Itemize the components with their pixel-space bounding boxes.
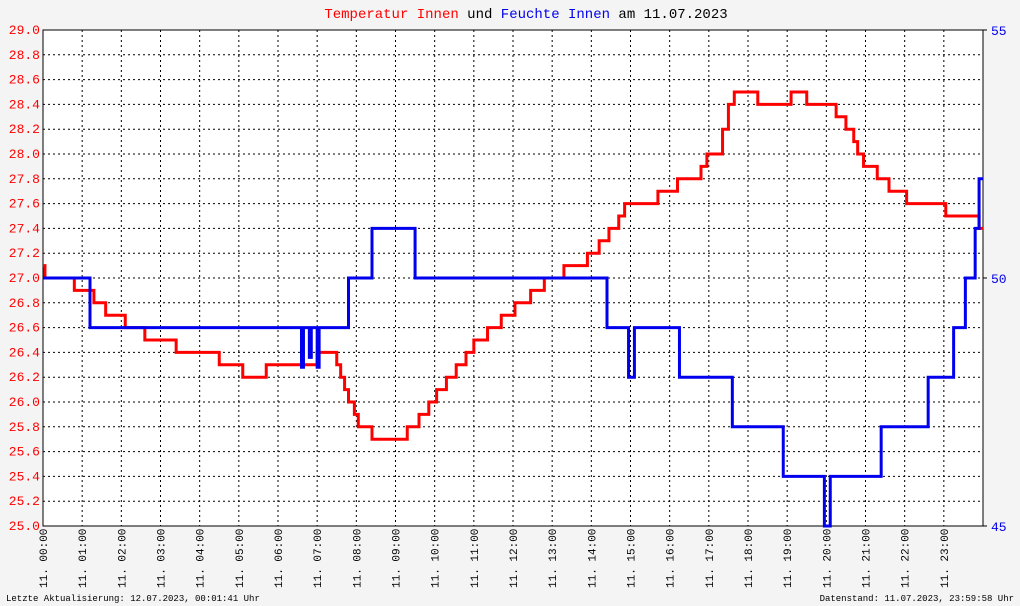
y-tick-label: 26.6 (9, 321, 40, 336)
x-tick-label: 11. 07:00 (313, 529, 325, 588)
y2-tick-label: 55 (991, 24, 1007, 39)
y-tick-label: 27.0 (9, 271, 40, 286)
x-tick-label: 11. 11:00 (470, 529, 482, 588)
x-tick-label: 11. 08:00 (352, 529, 364, 588)
y-tick-label: 25.0 (9, 519, 40, 534)
x-tick-label: 11. 23:00 (940, 529, 952, 588)
x-tick-label: 11. 01:00 (78, 529, 90, 588)
y-tick-label: 25.8 (9, 420, 40, 435)
x-tick-label: 11. 20:00 (822, 529, 834, 588)
y-tick-label: 27.6 (9, 197, 40, 212)
footer-right: Datenstand: 11.07.2023, 23:59:58 Uhr (820, 594, 1014, 604)
y-tick-label: 26.2 (9, 370, 40, 385)
y-tick-label: 28.0 (9, 147, 40, 162)
x-tick-label: 11. 02:00 (117, 529, 129, 588)
x-tick-label: 11. 15:00 (627, 529, 639, 588)
data-line (43, 177, 983, 528)
x-tick-label: 11. 05:00 (235, 529, 247, 588)
title-series-1: Temperatur Innen (324, 7, 458, 23)
x-tick-label: 11. 04:00 (196, 529, 208, 588)
x-tick-label: 11. 18:00 (744, 529, 756, 588)
data-line (43, 90, 983, 441)
y-tick-label: 26.8 (9, 296, 40, 311)
y-tick-label: 25.6 (9, 445, 40, 460)
y-tick-label: 25.2 (9, 494, 40, 509)
x-tick-label: 11. 12:00 (509, 529, 521, 588)
y-tick-label: 28.8 (9, 48, 40, 63)
y-tick-label: 28.2 (9, 122, 40, 137)
y-tick-label: 27.8 (9, 172, 40, 187)
y-tick-label: 26.0 (9, 395, 40, 410)
y-tick-label: 26.4 (9, 345, 40, 360)
y-tick-label: 25.4 (9, 469, 40, 484)
x-tick-label: 11. 03:00 (157, 529, 169, 588)
y-tick-label: 28.4 (9, 97, 40, 112)
x-tick-label: 11. 13:00 (548, 529, 560, 588)
x-tick-label: 11. 16:00 (666, 529, 678, 588)
title-connector: und (467, 7, 492, 23)
x-tick-label: 11. 00:00 (39, 529, 51, 588)
x-tick-label: 11. 22:00 (901, 529, 913, 588)
x-tick-label: 11. 19:00 (783, 529, 795, 588)
y-tick-label: 28.6 (9, 73, 40, 88)
chart-title: Temperatur Innen und Feuchte Innen am 11… (324, 7, 727, 23)
y2-tick-label: 50 (991, 272, 1007, 287)
x-tick-label: 11. 21:00 (862, 529, 874, 588)
x-tick-label: 11. 10:00 (431, 529, 443, 588)
y-tick-label: 27.4 (9, 221, 40, 236)
title-series-2: Feuchte Innen (501, 7, 610, 23)
title-suffix: am 11.07.2023 (618, 7, 727, 23)
x-tick-label: 11. 06:00 (274, 529, 286, 588)
y-tick-label: 29.0 (9, 23, 40, 38)
x-tick-label: 11. 14:00 (587, 529, 599, 588)
x-tick-label: 11. 17:00 (705, 529, 717, 588)
y-tick-label: 27.2 (9, 246, 40, 261)
x-tick-label: 11. 09:00 (392, 529, 404, 588)
y2-tick-label: 45 (991, 520, 1007, 535)
footer-left: Letzte Aktualisierung: 12.07.2023, 00:01… (6, 594, 260, 604)
